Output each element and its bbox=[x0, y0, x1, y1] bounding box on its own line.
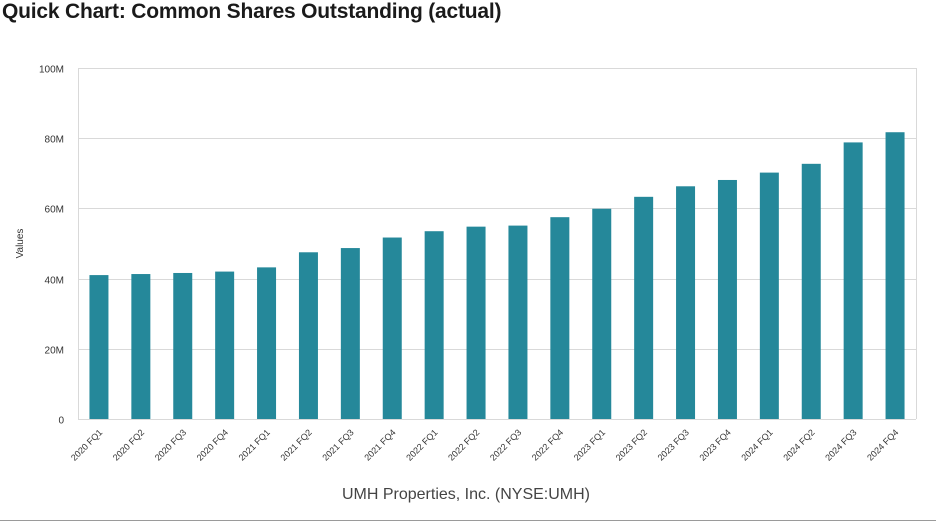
bar bbox=[843, 142, 863, 419]
bar bbox=[382, 237, 402, 419]
y-axis-label: Values bbox=[15, 229, 26, 259]
x-tick-label: 2022 FQ4 bbox=[530, 427, 565, 462]
bar bbox=[676, 186, 696, 419]
bar bbox=[634, 196, 654, 419]
y-tick-label: 0 bbox=[58, 416, 64, 427]
bar bbox=[466, 226, 486, 419]
bar bbox=[424, 231, 444, 419]
x-tick-label: 2024 FQ3 bbox=[823, 427, 858, 462]
x-axis-label: UMH Properties, Inc. (NYSE:UMH) bbox=[342, 486, 590, 503]
x-tick-label: 2022 FQ3 bbox=[488, 427, 523, 462]
bar bbox=[340, 248, 360, 419]
bar bbox=[257, 267, 277, 419]
x-tick-label: 2023 FQ2 bbox=[614, 427, 649, 462]
x-tick-label: 2020 FQ1 bbox=[69, 427, 104, 462]
bars bbox=[89, 132, 905, 420]
x-tick-label: 2021 FQ2 bbox=[278, 427, 313, 462]
x-tick-label: 2020 FQ3 bbox=[153, 427, 188, 462]
x-tick-label: 2023 FQ4 bbox=[697, 427, 732, 462]
bar bbox=[759, 172, 779, 419]
x-tick-label: 2022 FQ2 bbox=[446, 427, 481, 462]
y-tick-label: 40M bbox=[45, 276, 64, 287]
bar bbox=[550, 217, 570, 419]
bottom-divider bbox=[0, 520, 936, 521]
x-tick-label: 2024 FQ1 bbox=[739, 427, 774, 462]
gridlines bbox=[78, 68, 916, 420]
bar bbox=[508, 225, 528, 419]
bar bbox=[717, 179, 737, 419]
y-tick-label: 20M bbox=[45, 346, 64, 357]
x-tick-label: 2020 FQ2 bbox=[111, 427, 146, 462]
x-tick-label: 2022 FQ1 bbox=[404, 427, 439, 462]
bar bbox=[592, 208, 612, 419]
bar bbox=[801, 163, 821, 419]
axes bbox=[78, 68, 917, 419]
x-tick-label: 2021 FQ1 bbox=[237, 427, 272, 462]
x-tick-label: 2021 FQ3 bbox=[320, 427, 355, 462]
x-tick-label: 2021 FQ4 bbox=[362, 427, 397, 462]
bar bbox=[885, 132, 905, 420]
x-tick-label: 2024 FQ4 bbox=[865, 427, 900, 462]
x-tick-label: 2023 FQ3 bbox=[656, 427, 691, 462]
x-tick-label: 2024 FQ2 bbox=[781, 427, 816, 462]
bar bbox=[173, 272, 193, 419]
bar bbox=[215, 271, 235, 419]
chart-title: Quick Chart: Common Shares Outstanding (… bbox=[2, 0, 502, 23]
x-tick-label: 2020 FQ4 bbox=[195, 427, 230, 462]
y-tick-label: 60M bbox=[45, 205, 64, 216]
y-tick-label: 80M bbox=[45, 135, 64, 146]
x-tick-label: 2023 FQ1 bbox=[572, 427, 607, 462]
bar bbox=[131, 274, 151, 419]
bar bbox=[89, 275, 109, 419]
bar bbox=[298, 252, 318, 419]
y-tick-label: 100M bbox=[39, 65, 64, 76]
